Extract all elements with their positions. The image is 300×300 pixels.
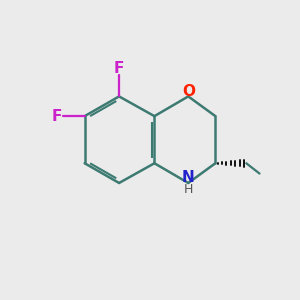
Text: F: F xyxy=(52,109,62,124)
Text: H: H xyxy=(184,183,193,196)
Text: N: N xyxy=(182,170,195,185)
Text: O: O xyxy=(182,84,195,99)
Text: F: F xyxy=(114,61,124,76)
